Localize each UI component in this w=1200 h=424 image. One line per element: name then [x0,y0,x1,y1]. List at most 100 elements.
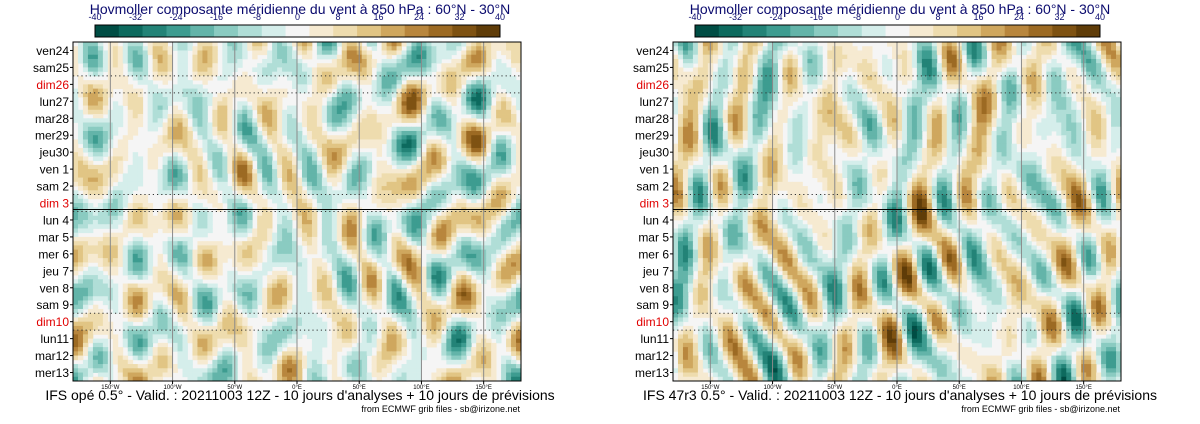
heatmap-cell [381,126,387,132]
heatmap-cell [192,304,198,310]
heatmap-cell [172,109,178,115]
heatmap-cell [82,245,89,251]
heatmap-cell [73,296,79,301]
heatmap-cell [227,321,233,327]
heatmap-cell [381,224,387,229]
heatmap-cell [371,88,378,94]
heatmap-cell [456,215,462,221]
heatmap-cell [446,228,452,234]
heatmap-cell [316,321,323,327]
heatmap-cell [441,122,447,128]
heatmap-cell [311,321,318,327]
heatmap-cell [511,46,517,51]
heatmap-cell [247,279,253,284]
heatmap-cell [451,173,457,178]
heatmap-cell [496,105,502,111]
heatmap-cell [152,287,159,293]
heatmap-cell [491,270,497,276]
heatmap-cell [277,122,283,128]
heatmap-cell [306,75,313,81]
heatmap-cell [142,287,149,293]
heatmap-cell [207,71,213,77]
heatmap-cell [73,147,79,153]
heatmap-cell [361,236,368,242]
heatmap-cell [346,258,353,263]
heatmap-cell [436,139,442,145]
heatmap-cell [371,118,378,123]
heatmap-cell [207,245,213,251]
heatmap-cell [301,152,308,157]
heatmap-cell [172,126,178,132]
heatmap-cell [391,135,397,140]
heatmap-cell [92,296,99,301]
heatmap-cell [476,228,482,234]
heatmap-cell [366,245,373,251]
heatmap-cell [237,63,243,68]
heatmap-cell [202,241,208,246]
heatmap-cell [282,160,288,166]
heatmap-cell [501,270,507,276]
heatmap-cell [411,67,417,73]
heatmap-cell [73,270,79,276]
heatmap-cell [501,105,507,111]
heatmap-cell [406,58,412,64]
heatmap-cell [376,287,383,293]
heatmap-cell [406,317,412,323]
heatmap-cell [336,42,343,47]
heatmap-cell [346,143,353,149]
heatmap-cell [207,152,213,157]
heatmap-cell [341,46,348,51]
heatmap-cell [287,198,293,204]
heatmap-cell [77,308,84,314]
heatmap-cell [471,54,477,60]
colorbar-tick-label: -24 [169,12,182,22]
heatmap-cell [92,169,99,174]
heatmap-cell [451,114,457,119]
heatmap-cell [451,143,457,149]
heatmap-cell [391,114,397,119]
heatmap-cell [421,296,427,301]
heatmap-cell [167,300,173,306]
heatmap-cell [277,279,283,284]
heatmap-cell [516,211,522,217]
heatmap-cell [351,177,358,183]
heatmap-cell [516,292,522,297]
heatmap-cell [386,262,392,267]
heatmap-cell [346,71,353,77]
heatmap-cell [396,283,402,289]
heatmap-cell [421,173,427,178]
heatmap-cell [172,219,178,225]
heatmap-cell [446,253,452,259]
heatmap-cell [516,169,522,174]
heatmap-cell [92,186,99,191]
heatmap-cell [267,215,273,221]
heatmap-cell [127,292,134,297]
heatmap-cell [441,292,447,297]
heatmap-cell [346,160,353,166]
heatmap-cell [112,304,119,310]
heatmap-cell [421,177,427,183]
heatmap-cell [267,249,273,255]
heatmap-cell [112,75,119,81]
heatmap-cell [406,84,412,90]
heatmap-cell [396,84,402,90]
heatmap-cell [496,169,502,174]
heatmap-cell [401,283,407,289]
heatmap-cell [82,300,89,306]
heatmap-cell [436,97,442,102]
heatmap-cell [371,63,378,68]
heatmap-cell [486,275,492,280]
heatmap-cell [167,58,173,64]
heatmap-cell [137,215,144,221]
heatmap-cell [396,71,402,77]
heatmap-cell [287,46,293,51]
heatmap-cell [336,219,343,225]
heatmap-cell [227,249,233,255]
heatmap-cell [501,215,507,221]
heatmap-cell [451,245,457,251]
heatmap-cell [431,105,437,111]
heatmap-cell [351,156,358,162]
heatmap-cell [456,139,462,145]
heatmap-cell [202,283,208,289]
heatmap-cell [77,292,84,297]
